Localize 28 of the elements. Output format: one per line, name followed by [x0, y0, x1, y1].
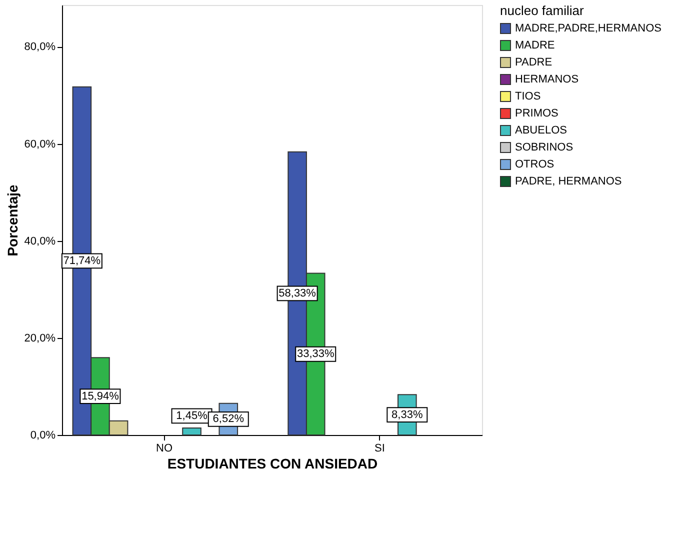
legend-label: TIOS — [515, 90, 541, 102]
x-tick-label: SI — [374, 442, 385, 454]
x-tick-label: NO — [156, 442, 173, 454]
legend-title: nucleo familiar — [500, 3, 584, 18]
data-label: 71,74% — [63, 254, 101, 267]
bar — [182, 427, 202, 436]
legend-label: MADRE,PADRE,HERMANOS — [515, 22, 662, 34]
y-tick-label: 40,0% — [24, 235, 56, 248]
legend-label: ABUELOS — [515, 124, 567, 136]
legend-label: PADRE — [515, 56, 552, 68]
data-label: 1,45% — [176, 410, 208, 422]
data-label: 15,94% — [82, 390, 120, 402]
x-axis-title: ESTUDIANTES CON ANSIEDAD — [167, 456, 378, 472]
legend-label: PRIMOS — [515, 108, 558, 120]
legend-label: PADRE, HERMANOS — [515, 176, 622, 188]
y-tick-label: 0,0% — [30, 430, 56, 442]
y-tick-label: 80,0% — [24, 41, 56, 54]
y-tick-label: 20,0% — [24, 332, 56, 344]
legend-label: OTROS — [515, 158, 554, 170]
data-label: 58,33% — [278, 287, 316, 300]
legend-label: HERMANOS — [515, 74, 579, 86]
data-label: 6,52% — [212, 413, 244, 426]
y-tick-label: 60,0% — [24, 138, 56, 150]
legend-label: MADRE — [515, 40, 555, 52]
y-axis-title: Porcentaje — [4, 184, 20, 256]
legend-label: SOBRINOS — [515, 142, 574, 154]
data-label: 8,33% — [392, 408, 423, 421]
data-label: 33,33% — [296, 348, 334, 360]
